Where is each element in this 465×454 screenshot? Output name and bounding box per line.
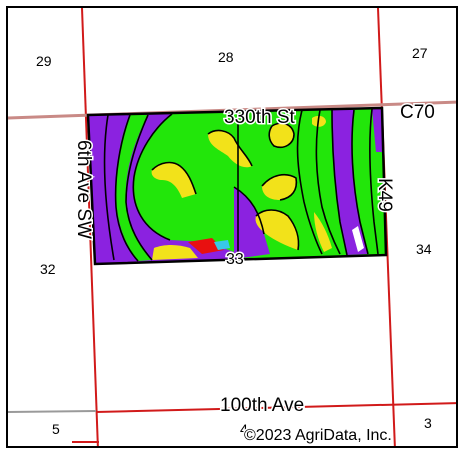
soil-unit-boundaries (103, 108, 379, 262)
soil-map-frame: 29 28 27 32 33 34 5 4 3 330th St C70 6th… (6, 6, 458, 448)
road-100th-ave-west (8, 410, 97, 413)
field-boundary (86, 106, 388, 266)
soil-unit-purple-east-edge (372, 108, 384, 152)
section-27-label: 27 (412, 45, 428, 61)
soil-unit-yellow-8 (312, 115, 326, 127)
section-line-west (81, 8, 99, 446)
soil-unit-cyan (214, 240, 230, 250)
soil-unit-yellow-4 (262, 174, 297, 200)
section-3-label: 3 (424, 415, 432, 431)
road-label-6th-ave-sw: 6th Ave SW (73, 140, 94, 239)
soil-unit-yellow-5 (255, 210, 299, 250)
road-330th-st (8, 100, 456, 120)
road-100th-ave (95, 402, 456, 413)
copyright-text: ©2023 AgriData, Inc. (244, 427, 392, 444)
section-32-label: 32 (40, 261, 56, 277)
road-label-k49: K49 (374, 178, 395, 212)
soil-unit-yellow-3 (269, 123, 294, 148)
soil-unit-green-base (88, 108, 386, 264)
soil-unit-yellow-2 (208, 130, 252, 168)
soil-unit-yellow-7 (152, 245, 198, 260)
soil-unit-white (352, 226, 364, 252)
road-label-100th-ave: 100th Ave (220, 395, 304, 416)
section-4-label: 4 (240, 421, 248, 437)
field-soil-units (86, 106, 388, 266)
road-label-330th-st: 330th St (224, 107, 295, 128)
section-34-label: 34 (416, 241, 432, 257)
section-5-label: 5 (52, 421, 60, 437)
soil-unit-green-west-strip (115, 115, 152, 261)
soil-unit-yellow-6 (314, 212, 332, 252)
section-33-label: 33 (226, 251, 244, 268)
section-29-label: 29 (36, 53, 52, 69)
soil-unit-purple-center (234, 187, 270, 259)
section-28-label: 28 (218, 49, 234, 65)
section-lines (8, 8, 456, 446)
road-label-c70: C70 (400, 102, 435, 123)
soil-map: 29 28 27 32 33 34 5 4 3 330th St C70 6th… (8, 8, 456, 446)
